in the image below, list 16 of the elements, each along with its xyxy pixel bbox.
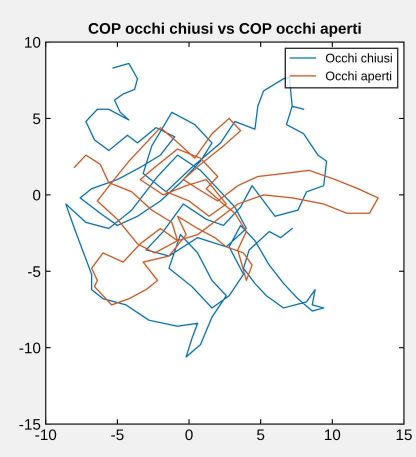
chart-title: COP occhi chiusi vs COP occhi aperti <box>88 22 361 37</box>
x-tick-label: 15 <box>396 430 412 440</box>
y-tick-label: 10 <box>25 36 40 48</box>
y-tick-label: -10 <box>20 342 40 354</box>
x-tick-label: 10 <box>324 429 340 440</box>
y-tick-label: 0 <box>33 190 40 201</box>
y-tick-label: -5 <box>28 266 40 277</box>
legend-label: Occhi chiusi <box>326 53 392 62</box>
legend-label: Occhi aperti <box>326 71 392 83</box>
x-tick-label: 0 <box>185 429 193 440</box>
y-tick-label: 5 <box>33 113 40 124</box>
y-tick-label: -15 <box>20 419 40 430</box>
line-series <box>65 62 328 358</box>
x-tick-label: -5 <box>111 430 124 440</box>
x-tick-label: 5 <box>257 430 264 440</box>
line-series <box>74 118 379 306</box>
